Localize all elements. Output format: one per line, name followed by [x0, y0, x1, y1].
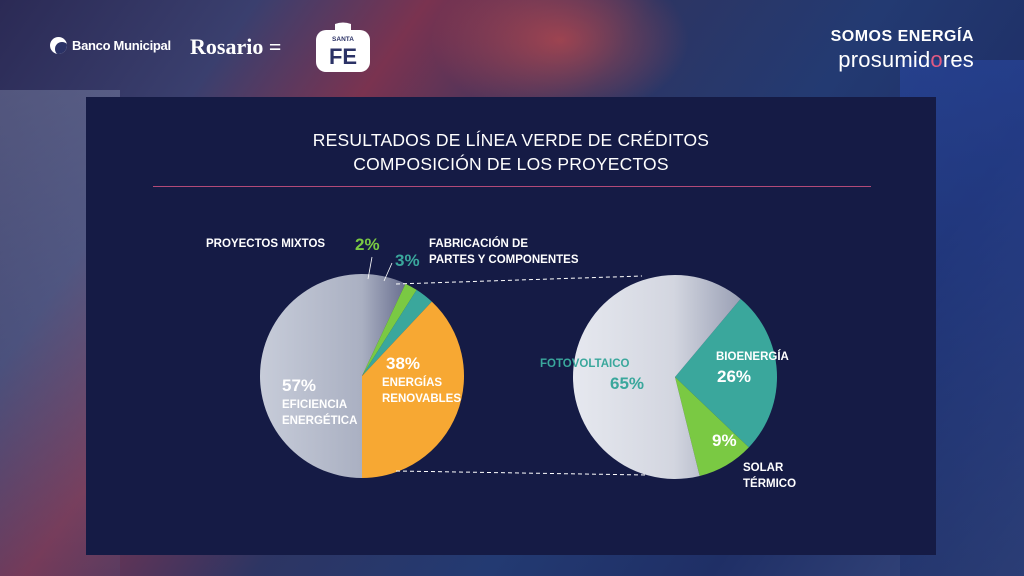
somos-energia-brand: SOMOS ENERGÍA prosumidores: [831, 28, 974, 73]
rosario-logo-text: Rosario: [190, 34, 264, 59]
santa-fe-logo-small: SANTA: [332, 36, 354, 43]
rosario-logo-suffix: =: [268, 34, 282, 59]
chart-panel: RESULTADOS DE LÍNEA VERDE DE CRÉDITOS CO…: [86, 97, 936, 555]
banco-municipal-logo: Banco Municipal: [50, 37, 171, 54]
pie-charts: PROYECTOS MIXTOS 2% FABRICACIÓN DE PARTE…: [206, 235, 796, 490]
brand-line-2-a: prosumid: [838, 47, 931, 72]
rosario-logo: Rosario =: [190, 34, 281, 60]
slice-energias-renovables: [362, 301, 465, 478]
banco-municipal-mark-icon: [50, 37, 67, 54]
label-solar-1: SOLAR: [743, 462, 784, 474]
pct-eficiencia: 57%: [282, 376, 316, 395]
leader-line-mixtos: [367, 256, 373, 280]
santa-fe-logo: SANTA FE: [316, 22, 370, 72]
santa-fe-logo-badge: [316, 30, 370, 72]
slice-fotovoltaico: [573, 275, 741, 479]
label-eficiencia-1: EFICIENCIA: [282, 399, 347, 411]
label-renovables-1: ENERGÍAS: [382, 376, 442, 389]
santa-fe-logo-big: FE: [329, 44, 357, 69]
label-solar-2: TÉRMICO: [743, 477, 796, 490]
label-bioenergia: BIOENERGÍA: [716, 350, 789, 363]
label-fotovoltaico: FOTOVOLTAICO: [540, 358, 629, 370]
pct-mixtos: 2%: [355, 235, 380, 254]
label-renovables-2: RENOVABLES: [382, 393, 461, 405]
pie-chart-renewables-breakdown: [573, 275, 777, 479]
slice-proyectos-mixtos: [362, 283, 417, 376]
pct-bioenergia: 26%: [717, 367, 751, 386]
brand-line-1: SOMOS ENERGÍA: [830, 28, 974, 45]
santa-fe-logo-handle-icon: [335, 22, 351, 31]
label-mixtos: PROYECTOS MIXTOS: [206, 238, 325, 250]
title-divider: [153, 186, 871, 187]
connector-line-top: [395, 275, 643, 285]
slice-solar-termico: [675, 377, 749, 476]
leader-line-fabricacion: [383, 262, 393, 282]
banco-municipal-text: Banco Municipal: [72, 38, 171, 53]
pct-solar-termico: 9%: [712, 431, 737, 450]
slice-bioenergia: [675, 298, 777, 448]
pct-renovables: 38%: [386, 354, 420, 373]
chart-title-line-2: COMPOSICIÓN DE LOS PROYECTOS: [353, 154, 669, 174]
slice-fabricacion: [362, 289, 432, 376]
chart-title: RESULTADOS DE LÍNEA VERDE DE CRÉDITOS CO…: [86, 128, 936, 176]
label-fabricacion-2: PARTES Y COMPONENTES: [429, 254, 579, 266]
brand-line-2-accent: o: [930, 47, 943, 72]
pie-chart-composition: [260, 274, 465, 478]
pct-fotovoltaico: 65%: [610, 374, 644, 393]
chart-title-line-1: RESULTADOS DE LÍNEA VERDE DE CRÉDITOS: [312, 130, 710, 150]
brand-line-2-c: res: [942, 47, 974, 72]
pct-fabricacion: 3%: [395, 251, 420, 270]
brand-line-2: prosumidores: [831, 47, 974, 73]
slice-eficiencia-energetica: [260, 274, 406, 478]
label-eficiencia-2: ENERGÉTICA: [282, 414, 357, 427]
label-fabricacion-1: FABRICACIÓN DE: [429, 237, 528, 250]
connector-line-bottom: [395, 470, 647, 476]
header: Banco Municipal Rosario = SANTA FE SOMOS…: [0, 0, 1024, 96]
